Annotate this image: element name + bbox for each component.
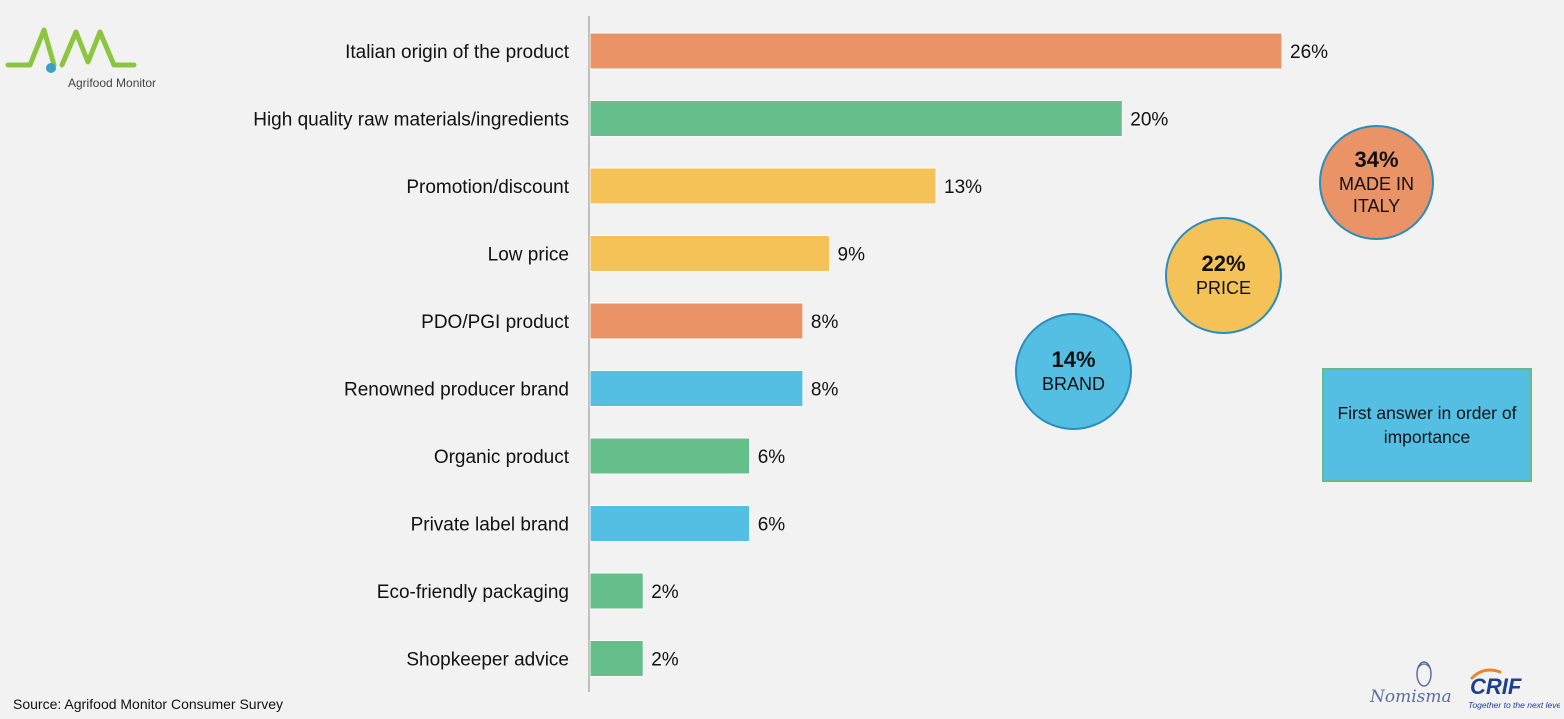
value-label: 6%: [758, 515, 786, 536]
agrifood-monitor-logo: [4, 22, 174, 94]
nomisma-logo: Nomisma: [1366, 656, 1462, 714]
made-in-italy-pct: 34%: [1354, 147, 1399, 173]
bar: [589, 572, 644, 610]
category-label: Eco-friendly packaging: [377, 582, 569, 603]
nomisma-logo-text: Nomisma: [1369, 687, 1452, 707]
category-label: High quality raw materials/ingredients: [253, 110, 569, 131]
brand-label: BRAND: [1041, 373, 1105, 394]
made-in-italy-label: MADE IN ITALY: [1338, 173, 1414, 216]
value-label: 2%: [651, 582, 679, 603]
value-label: 26%: [1290, 42, 1328, 63]
value-label: 8%: [811, 312, 839, 333]
category-label: Organic product: [434, 447, 570, 468]
category-label: Promotion/discount: [406, 177, 569, 198]
price-bubble: 22% PRICE: [1165, 217, 1282, 334]
bar: [589, 437, 751, 475]
bar: [589, 640, 644, 677]
note-box: First answer in order of importance: [1322, 368, 1532, 482]
bar: [589, 167, 937, 205]
category-label: Private label brand: [411, 515, 569, 536]
price-label: PRICE: [1195, 277, 1251, 298]
price-pct: 22%: [1201, 251, 1246, 277]
value-label: 20%: [1130, 110, 1168, 131]
category-label: Italian origin of the product: [345, 42, 570, 63]
made-in-italy-bubble: 34% MADE IN ITALY: [1319, 125, 1434, 240]
brand-bubble: 14% BRAND: [1015, 313, 1132, 430]
value-label: 6%: [758, 447, 786, 468]
crif-logo: CRIF Together to the next level: [1466, 664, 1564, 714]
bar: [589, 32, 1283, 70]
category-label: Renowned producer brand: [344, 380, 569, 401]
category-label: Shopkeeper advice: [406, 650, 569, 671]
bar: [589, 505, 751, 542]
value-label: 9%: [838, 245, 866, 266]
category-label: PDO/PGI product: [421, 312, 570, 333]
note-text: First answer in order of importance: [1337, 402, 1517, 448]
value-label: 2%: [651, 650, 679, 671]
crif-tagline: Together to the next level: [1468, 700, 1560, 710]
category-label: Low price: [488, 245, 569, 266]
value-label: 8%: [811, 380, 839, 401]
bar: [589, 370, 804, 407]
agrifood-logo-text: Agrifood Monitor: [68, 76, 157, 90]
value-label: 13%: [944, 177, 982, 198]
bar: [589, 100, 1123, 137]
bar: [589, 302, 804, 340]
brand-pct: 14%: [1051, 347, 1096, 373]
source-note: Source: Agrifood Monitor Consumer Survey: [13, 696, 284, 712]
bar: [589, 235, 831, 272]
crif-logo-text: CRIF: [1470, 674, 1522, 699]
